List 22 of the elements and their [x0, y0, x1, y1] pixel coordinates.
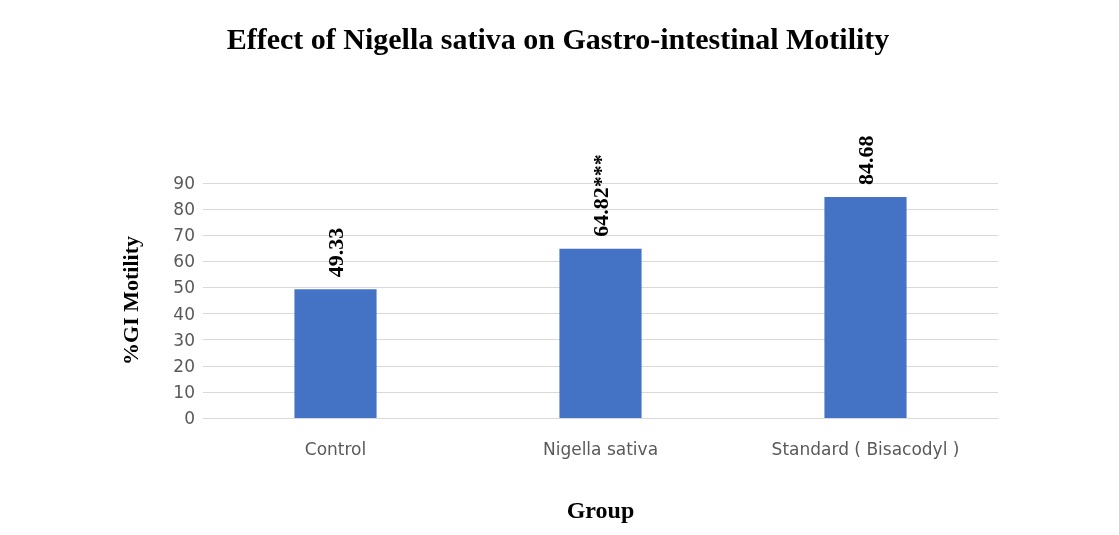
- bar: [559, 248, 642, 418]
- y-tick-label: 60: [173, 251, 195, 272]
- bar: [294, 289, 377, 418]
- y-tick-label: 0: [184, 408, 195, 428]
- x-tick-label: Nigella sativa: [542, 438, 659, 459]
- y-tick-label: 80: [173, 199, 195, 220]
- x-tick-label: Standard ( Bisacodyl ): [771, 438, 960, 459]
- y-tick-label: 20: [173, 355, 195, 376]
- y-tick-label: 30: [173, 329, 195, 350]
- y-axis-title: %GI Motility: [117, 236, 143, 365]
- y-tick-label: 70: [173, 225, 195, 246]
- x-axis-title: Group: [566, 497, 635, 523]
- chart-title: Effect of Nigella sativa on Gastro-intestinal Motility: [226, 21, 890, 55]
- data-label: 49.33: [323, 227, 348, 278]
- y-tick-label: 50: [173, 277, 195, 298]
- x-tick-label: Control: [304, 438, 367, 459]
- bar: [824, 196, 907, 418]
- y-tick-label: 10: [173, 381, 195, 402]
- y-tick-label: 90: [173, 173, 195, 193]
- data-label: 84.68: [853, 135, 878, 185]
- data-label: 64.82***: [588, 154, 613, 237]
- y-tick-label: 40: [173, 303, 195, 324]
